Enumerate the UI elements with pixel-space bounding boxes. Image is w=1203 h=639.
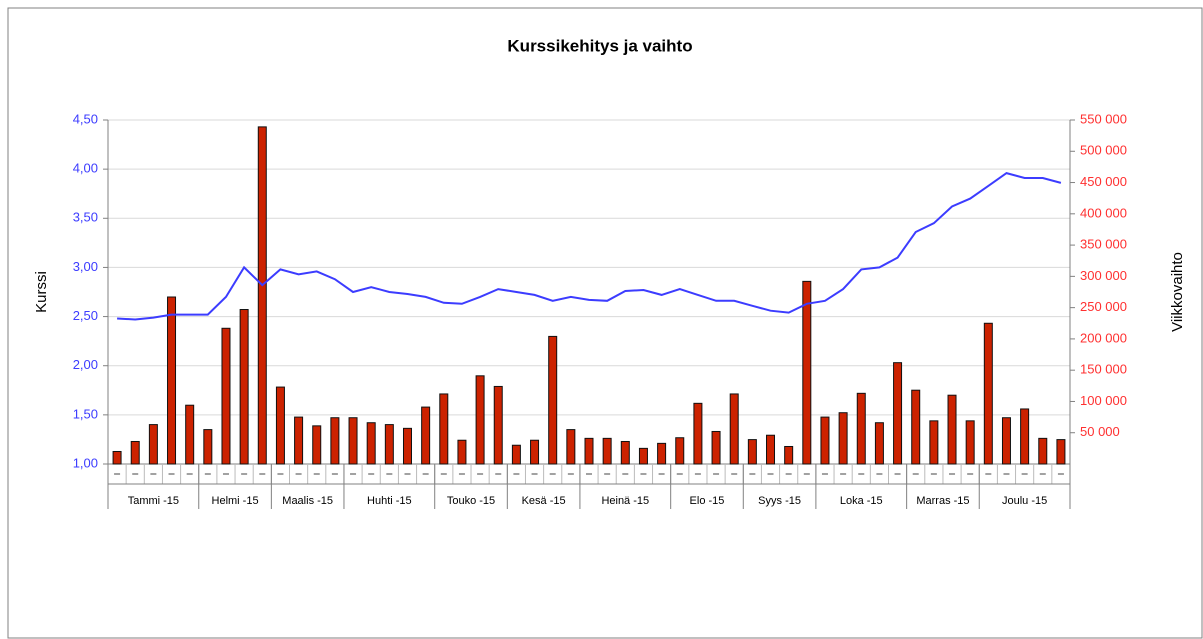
bar <box>130 440 140 465</box>
bar <box>366 422 376 465</box>
bar <box>475 375 485 465</box>
bar <box>511 444 521 465</box>
bar <box>421 406 431 465</box>
y-tick-label: 1,50 <box>73 406 98 421</box>
line <box>117 172 1062 321</box>
y2-tick-label: 250 000 <box>1080 299 1127 314</box>
bar <box>675 437 685 465</box>
bar <box>820 416 830 465</box>
bar <box>602 437 612 465</box>
y-tick-label: 4,50 <box>73 111 98 126</box>
bar <box>239 309 249 465</box>
bar <box>838 412 848 465</box>
bar <box>983 322 993 465</box>
bar <box>185 404 195 465</box>
x-tick-label: Tammi -15 <box>128 495 179 507</box>
y2-tick-label: 200 000 <box>1080 330 1127 345</box>
bar <box>221 327 231 465</box>
bar <box>384 424 394 465</box>
bar <box>203 429 213 465</box>
bar <box>312 425 322 465</box>
bar <box>766 434 776 465</box>
bar <box>893 362 903 465</box>
bar <box>965 420 975 465</box>
bar <box>620 440 630 465</box>
x-tick-label: Helmi -15 <box>212 495 259 507</box>
bar <box>148 424 158 465</box>
bar <box>784 445 794 465</box>
bar <box>1038 437 1048 465</box>
bar <box>330 417 340 465</box>
bar <box>275 386 285 465</box>
bar <box>402 427 412 465</box>
bar <box>1001 417 1011 465</box>
y-tick-label: 1,00 <box>73 455 98 470</box>
x-tick-label: Joulu -15 <box>1002 495 1047 507</box>
bar <box>947 394 957 465</box>
x-tick-label: Heinä -15 <box>601 495 649 507</box>
bar <box>856 392 866 465</box>
x-tick-label: Touko -15 <box>447 495 495 507</box>
bar <box>693 402 703 465</box>
bar <box>348 417 358 465</box>
y-axis-label: Kurssi <box>33 271 50 313</box>
bar <box>439 393 449 465</box>
bar <box>584 437 594 465</box>
bar <box>112 450 122 465</box>
y2-tick-label: 150 000 <box>1080 362 1127 377</box>
y2-tick-label: 500 000 <box>1080 143 1127 158</box>
y2-tick-label: 400 000 <box>1080 205 1127 220</box>
bar <box>747 439 757 465</box>
x-tick-label: Kesä -15 <box>522 495 566 507</box>
y-tick-label: 2,00 <box>73 357 98 372</box>
x-tick-label: Elo -15 <box>690 495 725 507</box>
y2-tick-label: 300 000 <box>1080 268 1127 283</box>
bar <box>493 385 503 465</box>
bar <box>711 430 721 465</box>
bar <box>657 442 667 465</box>
y2-tick-label: 450 000 <box>1080 174 1127 189</box>
bar <box>729 393 739 465</box>
bar <box>874 422 884 465</box>
bar <box>1056 439 1066 465</box>
bar <box>167 296 177 465</box>
y2-tick-label: 550 000 <box>1080 111 1127 126</box>
x-tick-label: Marras -15 <box>916 495 969 507</box>
x-tick-label: Syys -15 <box>758 495 801 507</box>
y2-tick-label: 350 000 <box>1080 237 1127 252</box>
bar <box>294 416 304 465</box>
bar <box>802 280 812 465</box>
y2-tick-label: 50 000 <box>1080 424 1120 439</box>
x-tick-label: Loka -15 <box>840 495 883 507</box>
y2-tick-label: 100 000 <box>1080 393 1127 408</box>
bar <box>911 389 921 465</box>
bar <box>1020 408 1030 465</box>
bar <box>548 335 558 465</box>
bar <box>929 420 939 465</box>
y-tick-label: 3,50 <box>73 210 98 225</box>
bar <box>638 447 648 465</box>
x-tick-label: Huhti -15 <box>367 495 412 507</box>
y-tick-label: 3,00 <box>73 259 98 274</box>
y-tick-label: 2,50 <box>73 308 98 323</box>
chart-title: Kurssikehitys ja vaihto <box>507 36 692 55</box>
bar <box>257 126 267 465</box>
bar <box>457 439 467 465</box>
y2-axis-label: Viikkovaihto <box>1169 252 1186 332</box>
chart-frame <box>7 7 1203 639</box>
x-tick-label: Maalis -15 <box>282 495 333 507</box>
y-tick-label: 4,00 <box>73 161 98 176</box>
bar <box>566 429 576 465</box>
bar <box>530 439 540 465</box>
